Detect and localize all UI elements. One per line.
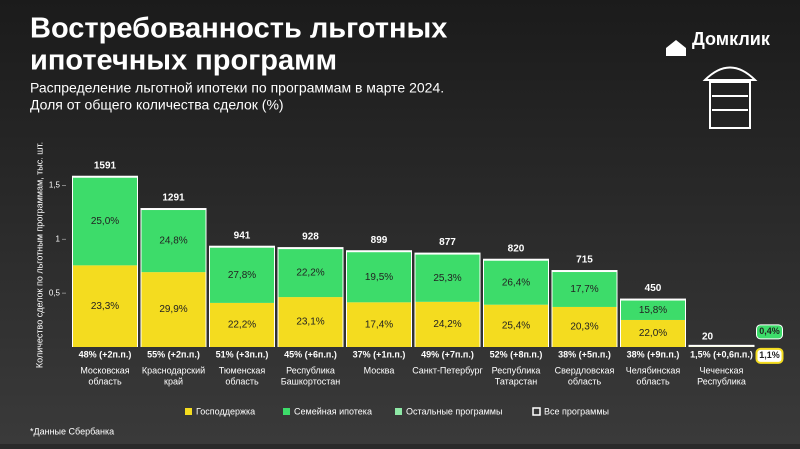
bar-total xyxy=(689,345,755,347)
y-tick-label: 1,5 xyxy=(49,181,61,190)
share-label: 52% (+8п.п.) xyxy=(490,349,543,359)
value-label: 27,8% xyxy=(228,270,256,281)
value-label: 22,2% xyxy=(228,320,256,331)
value-label: 1,1% xyxy=(759,350,780,360)
share-label: 37% (+1п.п.) xyxy=(353,349,406,359)
subtitle: Распределение льготной ипотеки по програ… xyxy=(30,80,444,96)
x-tick-label: Москва xyxy=(364,365,395,375)
share-label: 38% (+5п.п.) xyxy=(558,349,611,359)
total-label: 877 xyxy=(439,237,456,248)
brand: Домклик xyxy=(692,29,771,49)
legend-swatch xyxy=(185,408,192,415)
total-label: 20 xyxy=(702,331,714,342)
chart-title: ипотечных программ xyxy=(30,45,337,77)
value-label: 24,8% xyxy=(159,236,187,247)
x-tick-label: Республика xyxy=(492,365,541,375)
legend-swatch xyxy=(395,408,402,415)
value-label: 22,0% xyxy=(639,328,667,339)
value-label: 19,5% xyxy=(365,272,393,283)
x-tick-label: Тюменская xyxy=(219,365,266,375)
footnote: *Данные Сбербанка xyxy=(30,426,114,436)
total-label: 899 xyxy=(371,235,388,246)
value-label: 24,2% xyxy=(433,319,461,330)
x-tick-label: край xyxy=(164,376,183,386)
total-label: 1591 xyxy=(94,160,117,171)
legend-swatch xyxy=(283,408,290,415)
x-tick-label: Башкортостан xyxy=(281,376,341,386)
total-label: 450 xyxy=(645,283,662,294)
x-tick-label: область xyxy=(225,376,259,386)
legend-label: Семейная ипотека xyxy=(294,406,372,416)
share-label: 48% (+2п.п.) xyxy=(79,349,132,359)
share-label: 49% (+7п.п.) xyxy=(421,349,474,359)
value-label: 0,4% xyxy=(759,326,780,336)
chart-title: Востребованность льготных xyxy=(30,13,447,45)
total-label: 928 xyxy=(302,232,319,243)
x-tick-label: область xyxy=(88,376,122,386)
x-tick-label: Татарстан xyxy=(495,376,537,386)
y-tick-label: 0,5 xyxy=(49,288,61,297)
x-tick-label: Свердловская xyxy=(555,365,615,375)
share-label: 51% (+3п.п.) xyxy=(216,349,269,359)
x-tick-label: Санкт-Петербург xyxy=(412,365,483,375)
x-tick-label: Челябинская xyxy=(626,365,681,375)
x-tick-label: область xyxy=(636,376,670,386)
x-tick-label: область xyxy=(568,376,602,386)
legend-label: Господдержка xyxy=(196,406,255,416)
value-label: 15,8% xyxy=(639,305,667,316)
value-label: 25,3% xyxy=(433,273,461,284)
value-label: 25,0% xyxy=(91,216,119,227)
total-label: 941 xyxy=(234,230,251,241)
value-label: 26,4% xyxy=(502,277,530,288)
total-label: 1291 xyxy=(162,193,185,204)
y-tick-label: 1 xyxy=(56,234,61,243)
value-label: 29,9% xyxy=(159,304,187,315)
x-tick-label: Чеченская xyxy=(700,365,744,375)
x-tick-label: Краснодарский xyxy=(142,365,205,375)
x-tick-label: Республика xyxy=(286,365,335,375)
legend-label: Остальные программы xyxy=(406,406,502,416)
x-tick-label: Республика xyxy=(697,376,746,386)
share-label: 45% (+6п.п.) xyxy=(284,349,337,359)
value-label: 23,1% xyxy=(296,317,324,328)
value-label: 17,7% xyxy=(570,284,598,295)
value-label: 25,4% xyxy=(502,320,530,331)
y-axis-label: Количество сделок по льготным программам… xyxy=(34,142,44,368)
total-label: 820 xyxy=(508,243,525,254)
subtitle: Доля от общего количества сделок (%) xyxy=(30,97,284,113)
share-label: 38% (+9п.п.) xyxy=(627,349,680,359)
share-label: 55% (+2п.п.) xyxy=(147,349,200,359)
value-label: 17,4% xyxy=(365,319,393,330)
value-label: 22,2% xyxy=(296,268,324,279)
total-label: 715 xyxy=(576,255,593,266)
x-tick-label: Московская xyxy=(80,365,129,375)
legend-label: Все программы xyxy=(544,406,609,416)
value-label: 23,3% xyxy=(91,301,119,312)
share-label: 1,5% (+0,6п.п.) xyxy=(690,349,753,359)
value-label: 20,3% xyxy=(570,322,598,333)
